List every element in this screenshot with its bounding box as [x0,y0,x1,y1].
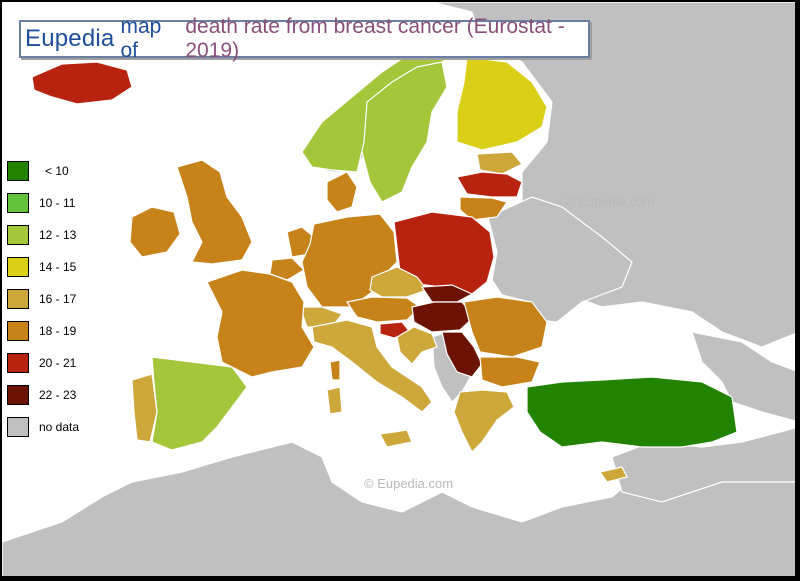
cyprus [598,466,628,483]
lithuania [459,196,508,221]
legend-label: 18 - 19 [39,324,77,338]
sardinia [326,386,343,415]
legend-label: < 10 [45,164,69,178]
iceland [31,61,133,105]
legend-swatch [7,257,29,277]
france [206,269,315,378]
watermark-copyright: © Eupedia.com [565,194,655,209]
switzerland [299,306,343,328]
slovakia [420,284,474,303]
legend-item: 16 - 17 [7,288,76,310]
norway [301,41,469,173]
legend-label: 14 - 15 [39,260,77,274]
legend-swatch [7,289,29,309]
romania [463,296,548,358]
hungary [411,301,475,333]
estonia [476,151,523,175]
finland [456,56,548,151]
title-description: death rate from breast cancer (Eurostat … [185,15,565,62]
legend-label: 22 - 23 [39,388,77,402]
croatia [396,326,438,365]
belarus-ukraine [487,196,633,323]
title-banner: Eupedia map of death rate from breast ca… [19,15,590,62]
legend-swatch [7,193,29,213]
united-kingdom [176,159,253,265]
legend-swatch [7,353,29,373]
legend-label: 10 - 11 [39,196,76,210]
legend-item: < 10 [7,160,69,182]
legend-label: 12 - 13 [39,228,77,242]
legend-swatch [7,385,29,405]
brand-logo-text: Eupedia [25,25,115,52]
legend-swatch [7,321,29,341]
greece [453,389,515,454]
legend-item: no data [7,416,79,438]
north-africa [2,441,795,576]
portugal [131,373,158,443]
denmark [326,171,358,213]
legend-item: 22 - 23 [7,384,76,406]
legend-swatch [7,161,29,181]
serbia [441,331,483,378]
bulgaria [479,356,541,388]
ireland [129,206,181,258]
czechia [369,266,428,298]
legend-item: 10 - 11 [7,192,75,214]
legend-swatch [7,417,29,437]
watermark-copyright: © Eupedia.com [364,476,454,491]
legend-item: 18 - 19 [7,320,76,342]
legend-label: 20 - 21 [39,356,77,370]
belgium [269,257,305,281]
legend-label: 16 - 17 [39,292,77,306]
legend-swatch [7,225,29,245]
latvia [456,171,523,198]
corsica [329,359,341,381]
turkey [526,376,738,448]
sicily [379,429,413,448]
legend-label: no data [39,420,80,434]
legend-item: 20 - 21 [7,352,76,374]
legend-item: 14 - 15 [7,256,76,278]
title-map-of: map of [120,15,162,62]
legend-item: 12 - 13 [7,224,76,246]
italy [311,319,433,413]
caucasus [691,331,795,422]
